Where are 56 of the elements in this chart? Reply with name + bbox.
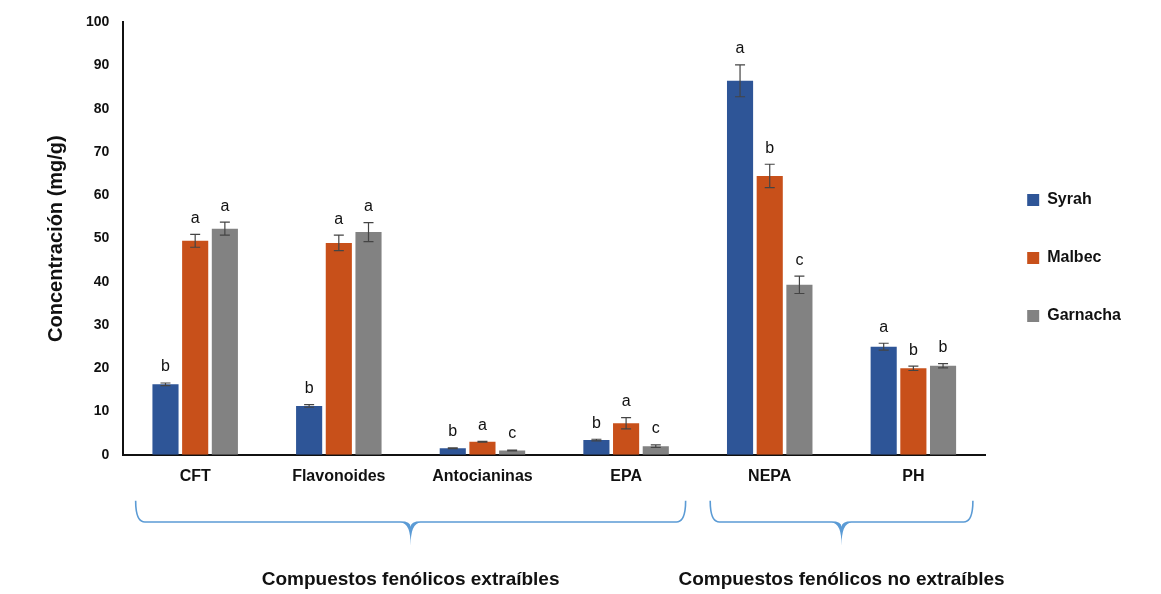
data-label: b — [765, 138, 775, 156]
text: Compuestos fenólicos extraíbles — [261, 567, 560, 590]
data-label: c — [651, 419, 660, 437]
legend-label: Garnacha — [1047, 306, 1122, 324]
x-tick-label: Antocianinas — [432, 466, 533, 484]
data-label: b — [908, 340, 918, 358]
x-tick-label: CFT — [179, 466, 211, 484]
y-tick-label: 10 — [93, 402, 110, 419]
y-tick-label: 60 — [93, 186, 110, 203]
bar — [296, 405, 323, 455]
data-label: a — [364, 197, 374, 215]
bar — [870, 346, 897, 455]
y-axis-title: Concentración (mg/g) — [43, 135, 66, 342]
y-tick-label: 40 — [93, 272, 110, 289]
y-tick-label: 100 — [86, 13, 110, 30]
x-tick-label: NEPA — [748, 466, 792, 484]
bar — [756, 175, 783, 455]
data-label: b — [448, 422, 458, 440]
text: Compuestos fenólicos no extraíbles — [678, 567, 1005, 590]
legend-label: Syrah — [1047, 190, 1092, 208]
bar — [726, 80, 754, 455]
y-tick-label: 70 — [93, 142, 110, 159]
x-tick-label: Flavonoides — [292, 466, 386, 484]
data-label: a — [190, 208, 200, 226]
bar — [469, 441, 496, 455]
data-label: a — [735, 39, 745, 57]
bar — [211, 228, 238, 455]
legend-label: Malbec — [1047, 248, 1102, 266]
bar — [583, 440, 610, 455]
y-tick-label: 30 — [93, 315, 110, 332]
bar — [152, 384, 179, 455]
y-tick-label: 20 — [93, 359, 110, 376]
data-label: c — [508, 424, 517, 442]
data-label: a — [334, 209, 344, 227]
x-tick-label: EPA — [610, 466, 643, 484]
data-label: a — [879, 317, 889, 335]
bar — [325, 242, 352, 455]
y-tick-label: 90 — [93, 56, 110, 73]
bar — [182, 240, 209, 455]
y-tick-label: 0 — [101, 445, 110, 462]
bar — [355, 232, 382, 455]
y-tick-label: 50 — [93, 229, 110, 246]
data-label: b — [304, 379, 314, 397]
bar — [786, 284, 813, 455]
data-label: c — [795, 250, 804, 268]
data-label: b — [161, 357, 171, 375]
data-label: b — [938, 337, 948, 355]
data-label: a — [621, 392, 631, 410]
bar — [613, 423, 640, 455]
data-label: a — [478, 415, 487, 433]
bar — [929, 365, 957, 455]
y-tick-label: 80 — [93, 99, 110, 116]
x-tick-label: PH — [902, 466, 925, 484]
data-label: a — [220, 196, 230, 214]
data-label: b — [591, 413, 601, 431]
bar — [900, 368, 927, 455]
